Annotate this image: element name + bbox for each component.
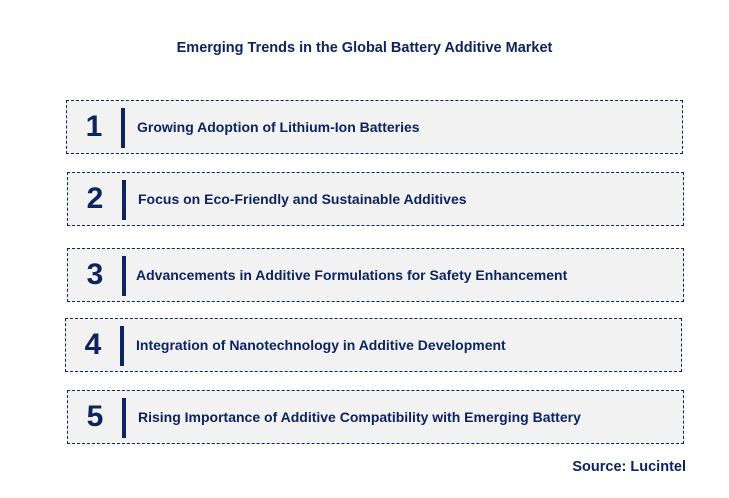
trend-item-2: 2 Focus on Eco-Friendly and Sustainable … <box>67 172 684 226</box>
trend-text: Focus on Eco-Friendly and Sustainable Ad… <box>138 191 467 207</box>
divider <box>122 180 126 220</box>
divider <box>122 256 126 296</box>
trend-number: 2 <box>86 182 104 215</box>
trend-number: 4 <box>84 328 102 361</box>
trend-text: Rising Importance of Additive Compatibil… <box>138 409 581 425</box>
trend-text: Integration of Nanotechnology in Additiv… <box>136 337 506 353</box>
trend-item-3: 3 Advancements in Additive Formulations … <box>67 248 684 302</box>
divider <box>122 398 126 438</box>
divider <box>121 108 125 148</box>
trend-item-1: 1 Growing Adoption of Lithium-Ion Batter… <box>66 100 683 154</box>
trend-item-5: 5 Rising Importance of Additive Compatib… <box>67 390 684 444</box>
trend-number: 5 <box>86 400 104 433</box>
diagram-title: Emerging Trends in the Global Battery Ad… <box>176 40 553 56</box>
trend-text: Growing Adoption of Lithium-Ion Batterie… <box>137 119 420 135</box>
divider <box>120 326 124 366</box>
trend-number: 3 <box>86 258 104 291</box>
trend-text: Advancements in Additive Formulations fo… <box>136 267 568 283</box>
source-label: Source: Lucintel <box>572 459 686 475</box>
trend-number: 1 <box>85 110 103 143</box>
trend-item-4: 4 Integration of Nanotechnology in Addit… <box>65 318 682 372</box>
